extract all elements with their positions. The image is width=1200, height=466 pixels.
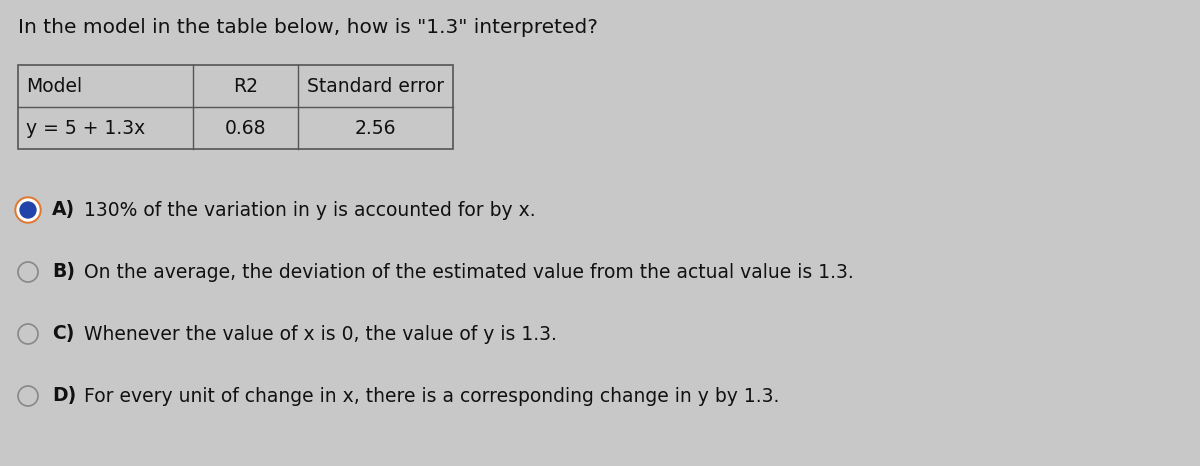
Text: 130% of the variation in y is accounted for by x.: 130% of the variation in y is accounted … xyxy=(84,200,535,219)
Text: 2.56: 2.56 xyxy=(355,118,396,137)
Text: C): C) xyxy=(52,324,74,343)
Text: D): D) xyxy=(52,386,77,405)
Text: On the average, the deviation of the estimated value from the actual value is 1.: On the average, the deviation of the est… xyxy=(84,262,853,281)
Text: For every unit of change in x, there is a corresponding change in y by 1.3.: For every unit of change in x, there is … xyxy=(84,386,779,405)
Circle shape xyxy=(14,197,41,223)
Text: B): B) xyxy=(52,262,74,281)
Text: Standard error: Standard error xyxy=(307,76,444,96)
Bar xyxy=(18,65,454,149)
Text: 0.68: 0.68 xyxy=(224,118,266,137)
Text: R2: R2 xyxy=(233,76,258,96)
Circle shape xyxy=(17,199,38,221)
Text: Model: Model xyxy=(26,76,82,96)
Text: Whenever the value of x is 0, the value of y is 1.3.: Whenever the value of x is 0, the value … xyxy=(84,324,557,343)
Circle shape xyxy=(20,202,36,218)
Text: A): A) xyxy=(52,200,76,219)
Text: y = 5 + 1.3x: y = 5 + 1.3x xyxy=(26,118,145,137)
Text: In the model in the table below, how is "1.3" interpreted?: In the model in the table below, how is … xyxy=(18,18,598,37)
